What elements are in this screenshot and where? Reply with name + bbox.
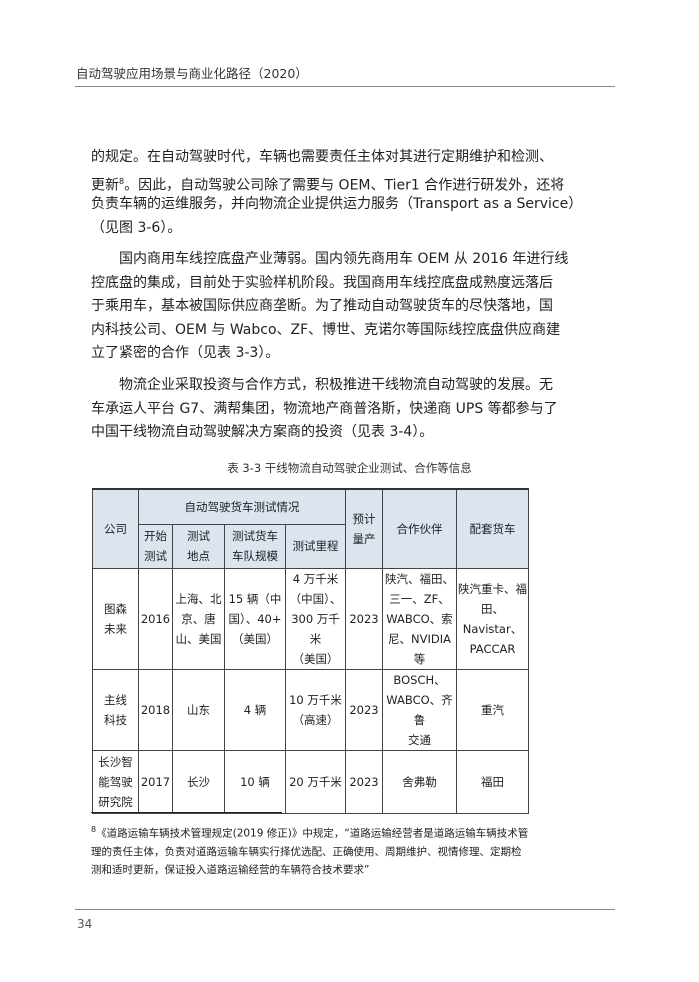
header-company: 公司: [92, 488, 139, 569]
table-cell: 主线 科技: [92, 668, 139, 751]
table-cell: 2023: [345, 567, 383, 670]
table-cell: 上海、北 京、唐 山、美国: [172, 567, 225, 670]
header-location: 测试 地点: [172, 523, 225, 569]
header-mass-production: 预计 量产: [345, 488, 383, 569]
header-test-group: 自动驾驶货车测试情况: [138, 488, 346, 525]
text-line: 立了紧密的合作（见表 3-3）。: [91, 345, 280, 361]
table-cell: 20 万千米: [285, 749, 346, 814]
footnote-divider: [91, 812, 282, 813]
table-cell: 10 辆: [224, 749, 286, 814]
header-fleet: 测试货车 车队规模: [224, 523, 286, 569]
footnote-line: 测和适时更新，保证投入道路运输经营的车辆符合技术要求”: [91, 863, 370, 876]
table-row: 主线 科技 2018 山东 4 辆 10 万千米 （高速） 2023 BOSCH、 WABC…: [92, 668, 529, 751]
text-line: 于乘用车，基本被国际供应商垄断。为了推动自动驾驶货车的尽快落地，国: [91, 298, 553, 314]
footer-divider: [75, 909, 615, 910]
paragraph-1: 的规定。在自动驾驶时代，车辆也需要责任主体对其进行定期维护和检测、 更新8。因此…: [91, 146, 583, 240]
table-cell: 舍弗勒: [382, 749, 457, 814]
table-cell: 4 万千米 （中国）、 300 万千米 （美国）: [285, 567, 346, 670]
header-divider: [75, 86, 615, 87]
table-cell: 2016: [138, 567, 173, 670]
paragraph-2: 国内商用车线控底盘产业薄弱。国内领先商用车 OEM 从 2016 年进行线 控底…: [91, 248, 569, 366]
table-cell: 4 辆: [224, 668, 286, 751]
table-cell: 福田: [456, 749, 529, 814]
header-trucks: 配套货车: [456, 488, 529, 569]
table-row: 长沙智 能驾驶 研究院 2017 长沙 10 辆 20 万千米 2023 舍弗勒 福田: [92, 749, 529, 814]
table-cell: 长沙智 能驾驶 研究院: [92, 749, 139, 814]
text-line: 中国干线物流自动驾驶解决方案商的投资（见表 3-4）。: [91, 424, 434, 440]
table-cell: 10 万千米 （高速）: [285, 668, 346, 751]
text-line: 物流企业采取投资与合作方式，积极推进干线物流自动驾驶的发展。无: [119, 377, 553, 393]
text-line: 控底盘的集成，目前处于实验样机阶段。我国商用车线控底盘成熟度远落后: [91, 274, 553, 291]
paragraph-3: 物流企业采取投资与合作方式，积极推进干线物流自动驾驶的发展。无 车承运人平台 G…: [91, 374, 558, 445]
header-mileage: 测试里程: [285, 523, 346, 569]
table-cell: 2023: [345, 749, 383, 814]
table-cell: BOSCH、 WABCO、齐鲁 交通: [382, 668, 457, 751]
table-cell: 陕汽、福田、 三一、ZF、 WABCO、索 尼、NVIDIA 等: [382, 567, 457, 670]
footnote-line: 理的责任主体，负责对道路运输车辆实行择优选配、正确使用、周期维护、视情修理、定期…: [91, 845, 522, 858]
text-line: 车承运人平台 G7、满帮集团，物流地产商普洛斯，快递商 UPS 等都参与了: [91, 400, 558, 417]
table-cell: 15 辆（中 国）、40+ （美国）: [224, 567, 286, 670]
text-line: 的规定。在自动驾驶时代，车辆也需要责任主体对其进行定期维护和检测、: [91, 149, 553, 165]
footnote-line: 8《道路运输车辆技术管理规定(2019 修正)》中规定，“道路运输经营者是道路运…: [91, 825, 529, 840]
table-cell: 2017: [138, 749, 173, 814]
table-cell: 重汽: [456, 668, 529, 751]
table-cell: 长沙: [172, 749, 225, 814]
page-number: 34: [77, 917, 93, 931]
table-caption: 表 3-3 干线物流自动驾驶企业测试、合作等信息: [227, 461, 472, 475]
table-cell: 2018: [138, 668, 173, 751]
footnote: 8《道路运输车辆技术管理规定(2019 修正)》中规定，“道路运输经营者是道路运…: [91, 821, 531, 879]
table-cell: 山东: [172, 668, 225, 751]
partner-table: 公司 自动驾驶货车测试情况 预计 量产 合作伙伴 配套货车 开始 测试 测试 地…: [92, 488, 529, 814]
table-row: 图森 未来 2016 上海、北 京、唐 山、美国 15 辆（中 国）、40+ （美国）…: [92, 567, 529, 670]
running-header: 自动驾驶应用场景与商业化路径（2020）: [76, 66, 308, 81]
header-start: 开始 测试: [138, 523, 173, 569]
text-line: 更新8。因此，自动驾驶公司除了需要与 OEM、Tier1 合作进行研发外，还将: [91, 176, 565, 194]
table-cell: 图森 未来: [92, 567, 139, 670]
footnote-ref[interactable]: 8: [119, 176, 125, 186]
table-cell: 陕汽重卡、福 田、Navistar、 PACCAR: [456, 567, 529, 670]
table-cell: 2023: [345, 668, 383, 751]
text-line: 负责车辆的运维服务，并向物流企业提供运力服务（Transport as a Se…: [91, 196, 583, 212]
text-line: 国内商用车线控底盘产业薄弱。国内领先商用车 OEM 从 2016 年进行线: [119, 251, 569, 267]
header-partners: 合作伙伴: [382, 488, 457, 569]
text-line: （见图 3-6）。: [91, 219, 182, 236]
text-line: 内科技公司、OEM 与 Wabco、ZF、博世、克诺尔等国际线控底盘供应商建: [91, 321, 561, 338]
